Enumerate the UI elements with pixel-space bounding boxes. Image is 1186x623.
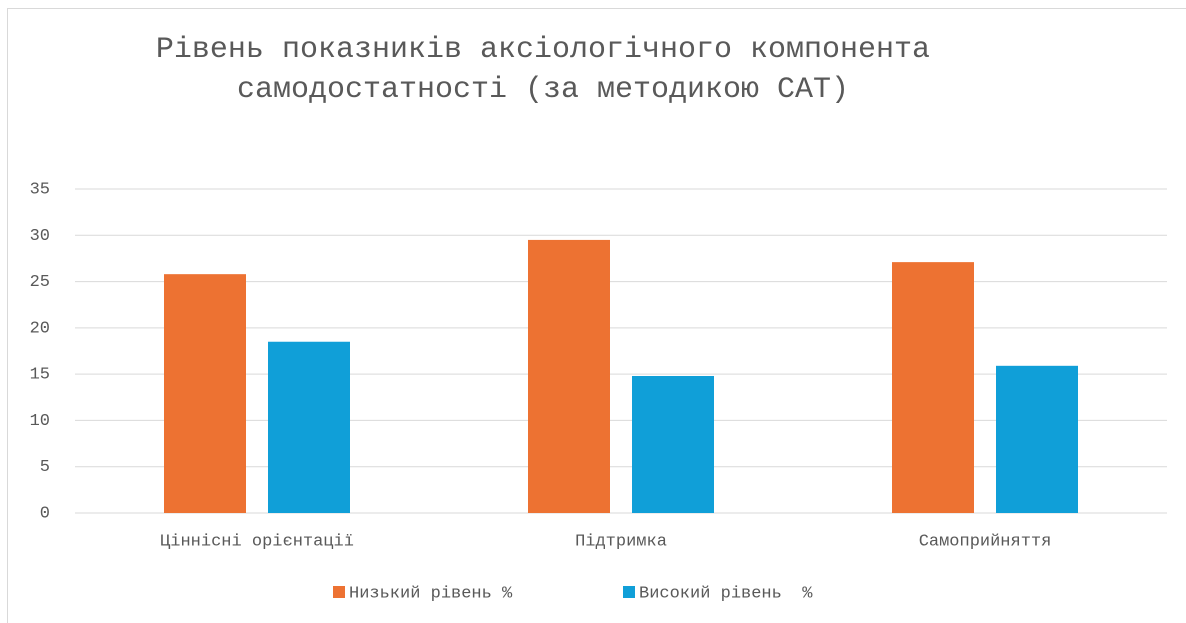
- y-tick-label: 15: [30, 366, 50, 385]
- chart-title: Рівень показників аксіологічного компоне…: [155, 33, 967, 107]
- y-tick-label: 0: [40, 504, 50, 523]
- y-tick-label: 35: [30, 180, 50, 199]
- y-tick-label: 25: [30, 273, 50, 292]
- y-tick-label: 10: [30, 412, 50, 431]
- legend-label: Низький рівень %: [349, 584, 513, 603]
- bar: [892, 262, 974, 513]
- y-tick-label: 5: [40, 458, 50, 477]
- chart-border: [7, 8, 1186, 623]
- bar: [268, 341, 350, 513]
- bar: [632, 375, 714, 513]
- bar: [528, 239, 610, 513]
- y-tick-label: 20: [30, 319, 50, 338]
- legend-swatch: [333, 586, 345, 598]
- y-tick-label: 30: [30, 227, 50, 246]
- x-tick-label: Ціннісні орієнтації: [160, 532, 354, 551]
- x-tick-label: Самоприйняття: [919, 532, 1052, 551]
- legend-swatch: [623, 586, 635, 598]
- x-tick-label: Підтримка: [575, 532, 667, 551]
- legend-label: Високий рівень %: [639, 584, 813, 603]
- bar: [164, 274, 246, 513]
- bar: [996, 365, 1078, 513]
